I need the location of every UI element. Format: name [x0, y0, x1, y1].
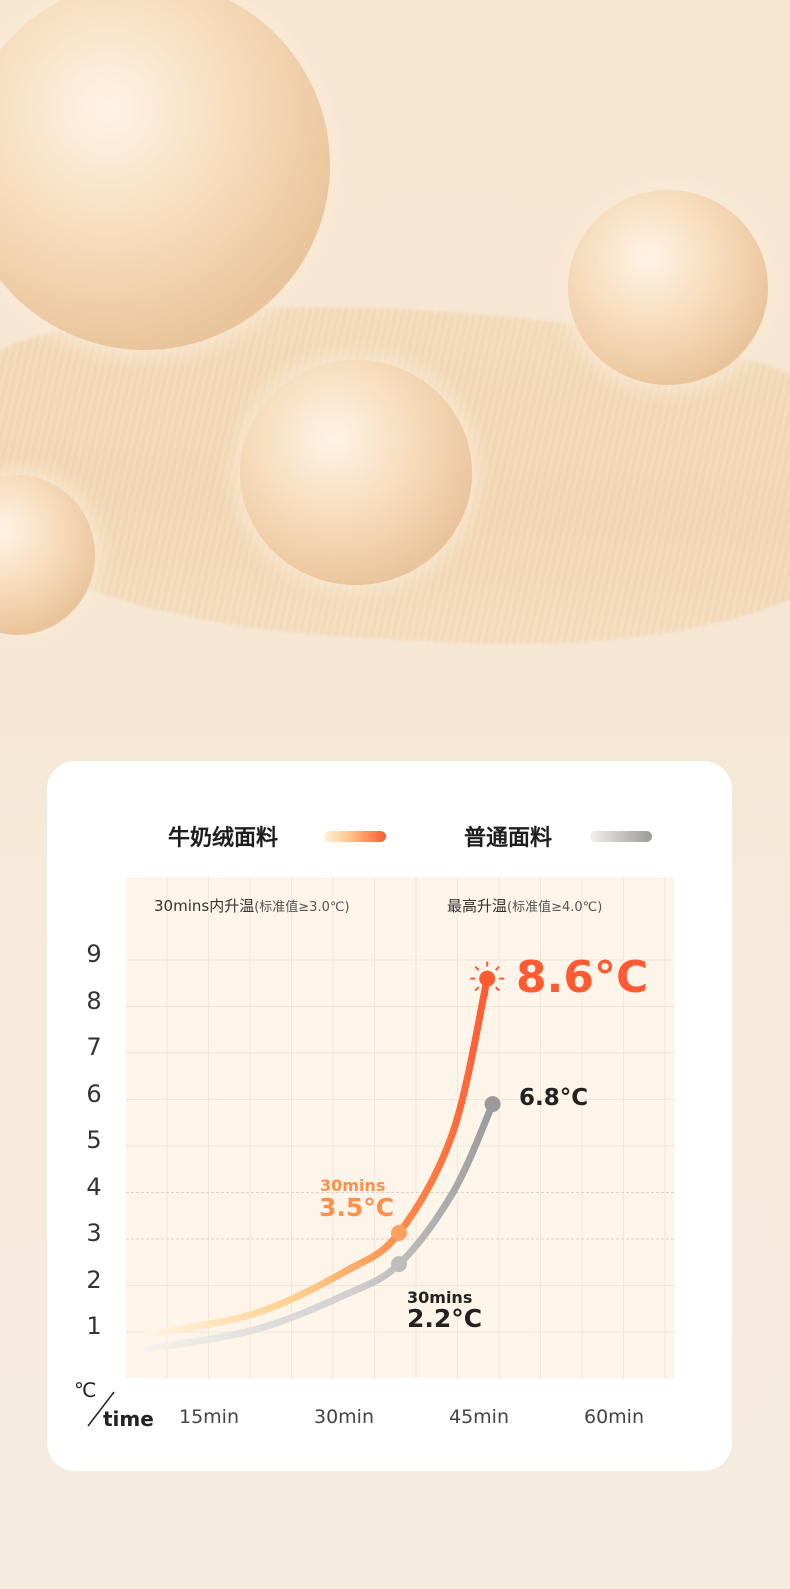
annotation-max-value: 8.6°C — [516, 952, 649, 1003]
series-line — [143, 975, 491, 1338]
y-tick-label: 7 — [86, 1033, 102, 1061]
x-tick-label: 30min — [314, 1406, 375, 1428]
sun-icon-ray — [474, 986, 480, 992]
legend-swatch-milk-fleece — [324, 831, 386, 842]
subtitle-30min: 30mins内升温(标准值≥3.0℃) — [154, 895, 350, 916]
data-point — [391, 1256, 407, 1273]
fleece-ball — [240, 360, 472, 585]
y-tick-label: 2 — [86, 1265, 102, 1294]
y-tick-label: 6 — [86, 1079, 102, 1108]
fleece-ball — [568, 190, 768, 385]
sun-icon-ray — [474, 965, 480, 971]
annotation-value: 2.2°C — [407, 1304, 483, 1333]
y-tick-label: 5 — [86, 1126, 102, 1154]
data-point — [391, 1224, 407, 1241]
series-line — [143, 1100, 497, 1353]
subtitle-note: (标准值≥3.0℃) — [254, 900, 350, 915]
x-unit-label: time — [103, 1407, 154, 1431]
fleece-ball — [0, 0, 330, 350]
sun-icon-ray — [494, 965, 500, 971]
annotation-value: 3.5°C — [319, 1193, 395, 1222]
y-tick-label: 1 — [86, 1312, 102, 1340]
sun-icon-ray — [494, 986, 500, 992]
data-point — [479, 970, 496, 987]
legend-label-milk-fleece: 牛奶绒面料 — [168, 826, 279, 851]
annotation-label: 30mins — [320, 1176, 386, 1195]
annotation-max-value: 6.8°C — [519, 1085, 589, 1111]
y-tick-label: 8 — [86, 986, 102, 1015]
annotation-label: 30mins — [407, 1288, 473, 1307]
y-tick-label: 3 — [86, 1219, 102, 1247]
subtitle-max: 最高升温(标准值≥4.0℃) — [447, 895, 602, 916]
hero-image-fleece — [0, 0, 790, 720]
y-unit-label: ℃ — [74, 1378, 97, 1402]
legend-swatch-regular — [590, 831, 652, 842]
subtitle-note: (标准值≥4.0℃) — [507, 900, 603, 915]
y-tick-label: 4 — [86, 1172, 102, 1201]
subtitle-main: 30mins内升温 — [154, 897, 255, 915]
data-point — [484, 1096, 501, 1113]
x-tick-label: 15min — [179, 1406, 240, 1428]
x-tick-label: 45min — [449, 1406, 510, 1428]
y-tick-label: 9 — [86, 940, 102, 968]
subtitle-main: 最高升温 — [447, 897, 508, 915]
legend-label-regular: 普通面料 — [464, 826, 553, 851]
x-tick-label: 60min — [584, 1406, 645, 1428]
